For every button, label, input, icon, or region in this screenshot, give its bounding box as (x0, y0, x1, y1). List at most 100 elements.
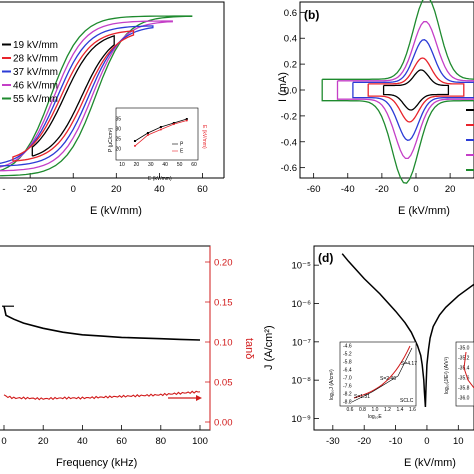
panel-a-x-tick-label: 60 (197, 184, 208, 195)
panel-a-x-ticks: -20 0 20 40 60 - (2, 173, 208, 195)
panel-a-inset-xlabel: E (kV/mm) (148, 176, 172, 182)
panel-c-curves (2, 305, 202, 401)
panel-c-y2-tick-label: 0.00 (214, 418, 233, 429)
panel-a: -20 0 20 40 60 - 19 kV/mm 28 kV/mm 37 kV/mm 46 k… (0, 1, 225, 217)
panel-d-inset-left-y-tick-label: -6.4 (343, 368, 352, 374)
panel-a-loop (0, 15, 193, 177)
panel-d-inset-left: -4.6 -5.2 -5.8 -6.4 -7.0 -7.6 -8.2 -8.80.6 0.8 1.… (329, 341, 417, 420)
panel-d-y-axis-title: J (A/cm²) (263, 325, 275, 370)
panel-d-inset-left-annotation: S=4.17 (401, 361, 417, 367)
panel-a-inset-x-tick-label: 20 (134, 162, 140, 168)
panel-a-inset-P-point (172, 122, 175, 124)
panel-a-loop (0, 20, 173, 172)
panel-a-legend-label: 28 kV/mm (13, 54, 58, 65)
panel-a-inset-E-point (146, 134, 149, 136)
panel-b-y-tick-label: -0.6 (281, 163, 297, 174)
panel-d-inset-left-x-tick-label: 0.8 (359, 407, 366, 413)
panel-a-frame (0, 1, 225, 178)
panel-a-legend: 19 kV/mm 28 kV/mm 37 kV/mm 46 kV/mm 55 kV/mm (2, 40, 58, 105)
panel-b-x-tick-label: -60 (307, 184, 321, 195)
panel-b-y-tick-label: 0.4 (284, 34, 297, 45)
panel-a-inset-P-point (185, 118, 188, 120)
panel-a-inset-P-point (159, 126, 162, 128)
panel-d-inset-right-y-tick-label: -35.8 (458, 386, 470, 392)
panel-b-x-tick-label: -40 (341, 184, 355, 195)
panel-a-inset-y-tick-label: 20 (115, 147, 121, 153)
panel-a-inset-ylabel: P (μC/cm²) (108, 127, 114, 152)
panel-d-x-tick-label: -10 (389, 436, 403, 447)
panel-d-inset-right-curve (463, 351, 474, 389)
panel-a-inset-E-point (133, 144, 136, 147)
panel-d-axes: 10⁻⁵ 10⁻⁶ 10⁻⁷ 10⁻⁸ 10⁻⁹ -30 -20 -10 0 10 (291, 261, 463, 447)
panel-d-inset-right: -35.0-35.2-35.4-35.6-35.8-36.0 log₁₀(J/E… (444, 341, 474, 407)
panel-d-inset-left-x-tick-label: 1.0 (372, 407, 379, 413)
panel-c-frame (0, 245, 211, 431)
panel-d-y-tick-label: 10⁻⁹ (291, 414, 311, 425)
panel-d-inset-left-y-tick-label: -5.8 (343, 360, 352, 366)
panel-b-x-tick-label: -20 (375, 184, 389, 195)
panel-b-y-tick-label: -0.2 (281, 111, 297, 122)
panel-a-legend-label: 55 kV/mm (13, 94, 58, 105)
panel-d-inset-left-x-tick-label: 1.2 (384, 407, 391, 413)
panel-a-inset-E-point (172, 123, 175, 126)
panel-a-inset-y-tick-label: 35 (115, 117, 121, 123)
panel-d-inset-left-xlabel: log₁₀E (368, 414, 382, 420)
panel-b-curves (321, 0, 474, 184)
panel-a-x-tick-label: - (2, 184, 5, 195)
panel-d-inset-left-fit-2 (371, 375, 399, 393)
panel-a-inset-plot: 20 25 30 35 10 20 30 40 50 60 PE (115, 117, 197, 169)
panel-a-inset-legend-P: P (180, 142, 184, 148)
panel-d-current-density-line (341, 253, 474, 408)
panel-b-label: (b) (304, 8, 319, 22)
panel-d-inset-left-y-tick-label: -4.6 (343, 344, 352, 350)
panel-d-inset-right-plot: -35.0-35.2-35.4-35.6-35.8-36.0 (458, 346, 474, 402)
panel-b-current-loop (367, 57, 465, 123)
panel-a-inset-E-point (159, 128, 162, 131)
panel-d-y-tick-label: 10⁻⁵ (291, 261, 311, 272)
panel-d-x-tick-label: 0 (424, 436, 429, 447)
panel-d-inset-left-x-tick-label: 1.6 (409, 407, 416, 413)
panel-a-x-tick-label: 40 (154, 184, 165, 195)
panel-b-y-tick-label: 0.2 (284, 60, 297, 71)
panel-c-x-tick-label: 40 (77, 436, 88, 447)
panel-a-loop (0, 25, 154, 167)
panel-c: 0 20 40 60 80 100 0.20 0.15 0.10 0.05 0.00 tanδ Fr… (0, 245, 255, 469)
panel-d-frame (313, 245, 474, 431)
panel-b-axes: 0.6 0.4 0.2 0.0 -0.2 -0.4 -0.6 -60 -40 -20 0 20 (281, 8, 456, 195)
panel-b-y-tick-label: 0.0 (284, 86, 297, 97)
panel-d-inset-left-annotation: S=1.31 (354, 394, 370, 400)
panel-a-inset-E-point (185, 119, 188, 122)
panel-c-x-tick-label: 60 (116, 436, 127, 447)
panel-c-tand-line (3, 390, 201, 401)
panel-a-inset-P-point (133, 140, 136, 142)
panel-a-inset-y-tick-label: 25 (115, 137, 121, 143)
panel-b-y-tick-label: -0.4 (281, 137, 297, 148)
panel-c-permittivity-line (3, 306, 201, 341)
panel-a-inset-x-tick-label: 60 (191, 162, 197, 168)
panel-a-inset-y-tick-label: 30 (115, 127, 121, 133)
panel-d-label: (d) (318, 251, 333, 265)
panel-d-inset-left-y-tick-label: -8.8 (343, 400, 352, 406)
panel-d-x-tick-label: -30 (326, 436, 340, 447)
panel-a-x-tick-label: 0 (71, 184, 76, 195)
panel-d-inset-right-y-tick-label: -35.0 (458, 346, 470, 352)
panel-d-inset-left-fit-3 (397, 347, 413, 377)
panel-d-inset-left-ylabel: log₁₀J (A/cm²) (329, 369, 335, 400)
panel-d-y-tick-label: 10⁻⁸ (291, 376, 311, 387)
panel-d-inset-left-x-tick-label: 0.6 (347, 407, 354, 413)
panel-a-inset-P-point (146, 132, 149, 134)
panel-b-y-axis-title: I (mA) (277, 72, 289, 102)
panel-c-x-axis-title: Frequency (kHz) (56, 457, 137, 469)
panel-d-inset-right-ylabel: log₁₀(J/E²) (A/V²) (444, 357, 450, 394)
panel-c-axes: 0 20 40 60 80 100 0.20 0.15 0.10 0.05 0.00 (1, 246, 233, 447)
panel-d-inset-left-y-tick-label: -7.6 (343, 384, 352, 390)
panel-d-inset-left-plot: -4.6 -5.2 -5.8 -6.4 -7.0 -7.6 -8.2 -8.80.6 0.8 1.… (343, 344, 417, 414)
panel-d-inset-left-annotation: S=2.46 (380, 376, 396, 382)
panel-c-tand-arrow-head (196, 395, 202, 401)
panel-b-current-loop (336, 20, 474, 160)
panel-a-inset-legend-E: E (180, 149, 184, 155)
panel-a-loop (31, 35, 115, 157)
panel-b-x-tick-label: 0 (413, 184, 418, 195)
panel-d-inset-left-frame (339, 341, 417, 407)
